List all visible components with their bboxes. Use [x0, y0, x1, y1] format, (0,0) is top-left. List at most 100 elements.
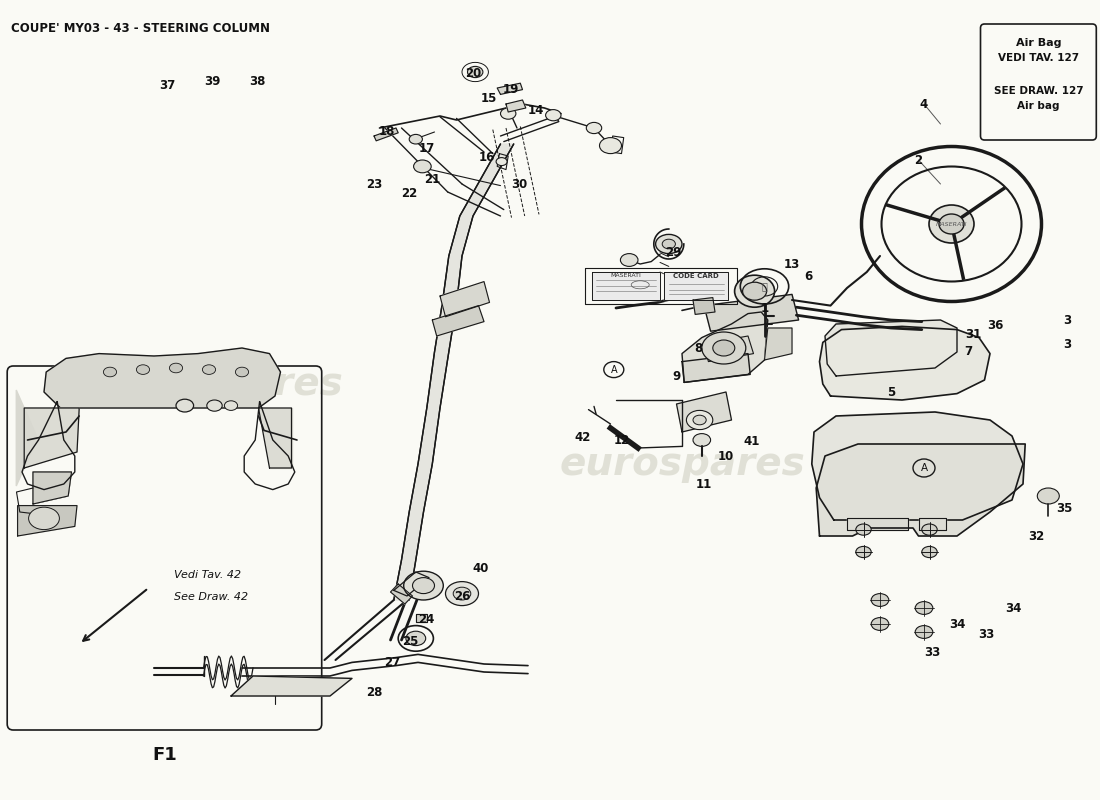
- Text: 6: 6: [804, 270, 813, 282]
- Polygon shape: [24, 408, 79, 468]
- Text: 11: 11: [696, 478, 712, 490]
- Ellipse shape: [176, 399, 194, 412]
- Ellipse shape: [939, 214, 964, 234]
- Ellipse shape: [169, 363, 183, 373]
- Text: 41: 41: [744, 435, 759, 448]
- Ellipse shape: [620, 254, 638, 266]
- Text: See Draw. 42: See Draw. 42: [174, 592, 248, 602]
- Polygon shape: [812, 412, 1023, 520]
- Polygon shape: [258, 408, 292, 468]
- Ellipse shape: [496, 158, 507, 166]
- Text: 40: 40: [473, 562, 488, 574]
- Polygon shape: [18, 506, 77, 536]
- Polygon shape: [682, 312, 768, 382]
- Text: 17: 17: [419, 142, 435, 154]
- Text: 34: 34: [1005, 602, 1021, 614]
- Text: 3: 3: [1063, 338, 1071, 350]
- Text: 10: 10: [718, 450, 734, 462]
- Text: 13: 13: [784, 258, 800, 270]
- Text: 18: 18: [379, 125, 395, 138]
- Text: 23: 23: [366, 178, 382, 190]
- Polygon shape: [506, 100, 526, 112]
- Text: F1: F1: [152, 746, 177, 764]
- Text: 36: 36: [988, 319, 1003, 332]
- Text: 𝑀: 𝑀: [761, 282, 768, 291]
- Text: VEDI TAV. 127: VEDI TAV. 127: [998, 53, 1079, 63]
- Text: 24: 24: [419, 613, 435, 626]
- Ellipse shape: [693, 415, 706, 425]
- Polygon shape: [918, 518, 946, 530]
- Ellipse shape: [546, 110, 561, 121]
- Text: 20: 20: [465, 67, 481, 80]
- Ellipse shape: [406, 631, 426, 646]
- Ellipse shape: [412, 578, 434, 594]
- Text: 2: 2: [914, 154, 923, 166]
- Ellipse shape: [468, 66, 483, 78]
- Ellipse shape: [414, 160, 431, 173]
- Ellipse shape: [103, 367, 117, 377]
- Ellipse shape: [915, 626, 933, 638]
- Ellipse shape: [600, 138, 621, 154]
- Polygon shape: [394, 572, 429, 596]
- Text: 22: 22: [402, 187, 417, 200]
- Text: eurospares: eurospares: [97, 365, 343, 403]
- Polygon shape: [44, 348, 280, 408]
- Ellipse shape: [922, 524, 937, 535]
- Ellipse shape: [662, 239, 675, 249]
- Text: Air Bag: Air Bag: [1015, 38, 1062, 48]
- Text: 1: 1: [760, 302, 769, 314]
- Text: Vedi Tav. 42: Vedi Tav. 42: [174, 570, 241, 579]
- Text: 30: 30: [512, 178, 527, 190]
- Ellipse shape: [409, 134, 422, 144]
- Text: 8: 8: [694, 342, 703, 354]
- Polygon shape: [664, 272, 728, 300]
- Ellipse shape: [856, 546, 871, 558]
- Polygon shape: [693, 298, 715, 314]
- Ellipse shape: [29, 507, 59, 530]
- Text: SEE DRAW. 127: SEE DRAW. 127: [993, 86, 1084, 96]
- Ellipse shape: [404, 571, 443, 600]
- Polygon shape: [374, 128, 398, 141]
- Ellipse shape: [702, 332, 746, 364]
- Polygon shape: [676, 392, 732, 432]
- Ellipse shape: [686, 410, 713, 430]
- Polygon shape: [816, 444, 1025, 536]
- Text: 12: 12: [614, 434, 629, 446]
- Ellipse shape: [207, 400, 222, 411]
- Ellipse shape: [693, 434, 711, 446]
- Text: A: A: [610, 365, 617, 374]
- Polygon shape: [231, 676, 352, 696]
- Ellipse shape: [446, 582, 478, 606]
- Text: 9: 9: [672, 370, 681, 382]
- Text: 35: 35: [1057, 502, 1072, 514]
- Ellipse shape: [930, 205, 974, 243]
- Ellipse shape: [856, 524, 871, 535]
- Text: 32: 32: [1028, 530, 1044, 542]
- Text: 16: 16: [480, 151, 495, 164]
- Text: A: A: [921, 463, 927, 473]
- Ellipse shape: [922, 546, 937, 558]
- Polygon shape: [704, 294, 799, 331]
- Polygon shape: [497, 83, 522, 94]
- Text: 7: 7: [964, 346, 972, 358]
- Polygon shape: [682, 354, 750, 382]
- Text: 25: 25: [403, 635, 418, 648]
- Text: COUPE' MY03 - 43 - STEERING COLUMN: COUPE' MY03 - 43 - STEERING COLUMN: [11, 22, 270, 35]
- Polygon shape: [825, 320, 957, 376]
- Polygon shape: [592, 272, 660, 300]
- Text: 5: 5: [887, 386, 895, 398]
- Text: 19: 19: [503, 83, 518, 96]
- Polygon shape: [432, 306, 484, 336]
- Ellipse shape: [235, 367, 249, 377]
- Text: 34: 34: [949, 618, 965, 630]
- Ellipse shape: [586, 122, 602, 134]
- Text: MASERATI: MASERATI: [610, 273, 641, 278]
- Text: 29: 29: [666, 246, 681, 258]
- Polygon shape: [33, 472, 72, 504]
- Ellipse shape: [1037, 488, 1059, 504]
- Polygon shape: [440, 282, 490, 317]
- Ellipse shape: [453, 587, 471, 600]
- Ellipse shape: [713, 340, 735, 356]
- Text: 15: 15: [481, 92, 496, 105]
- Text: 39: 39: [205, 75, 220, 88]
